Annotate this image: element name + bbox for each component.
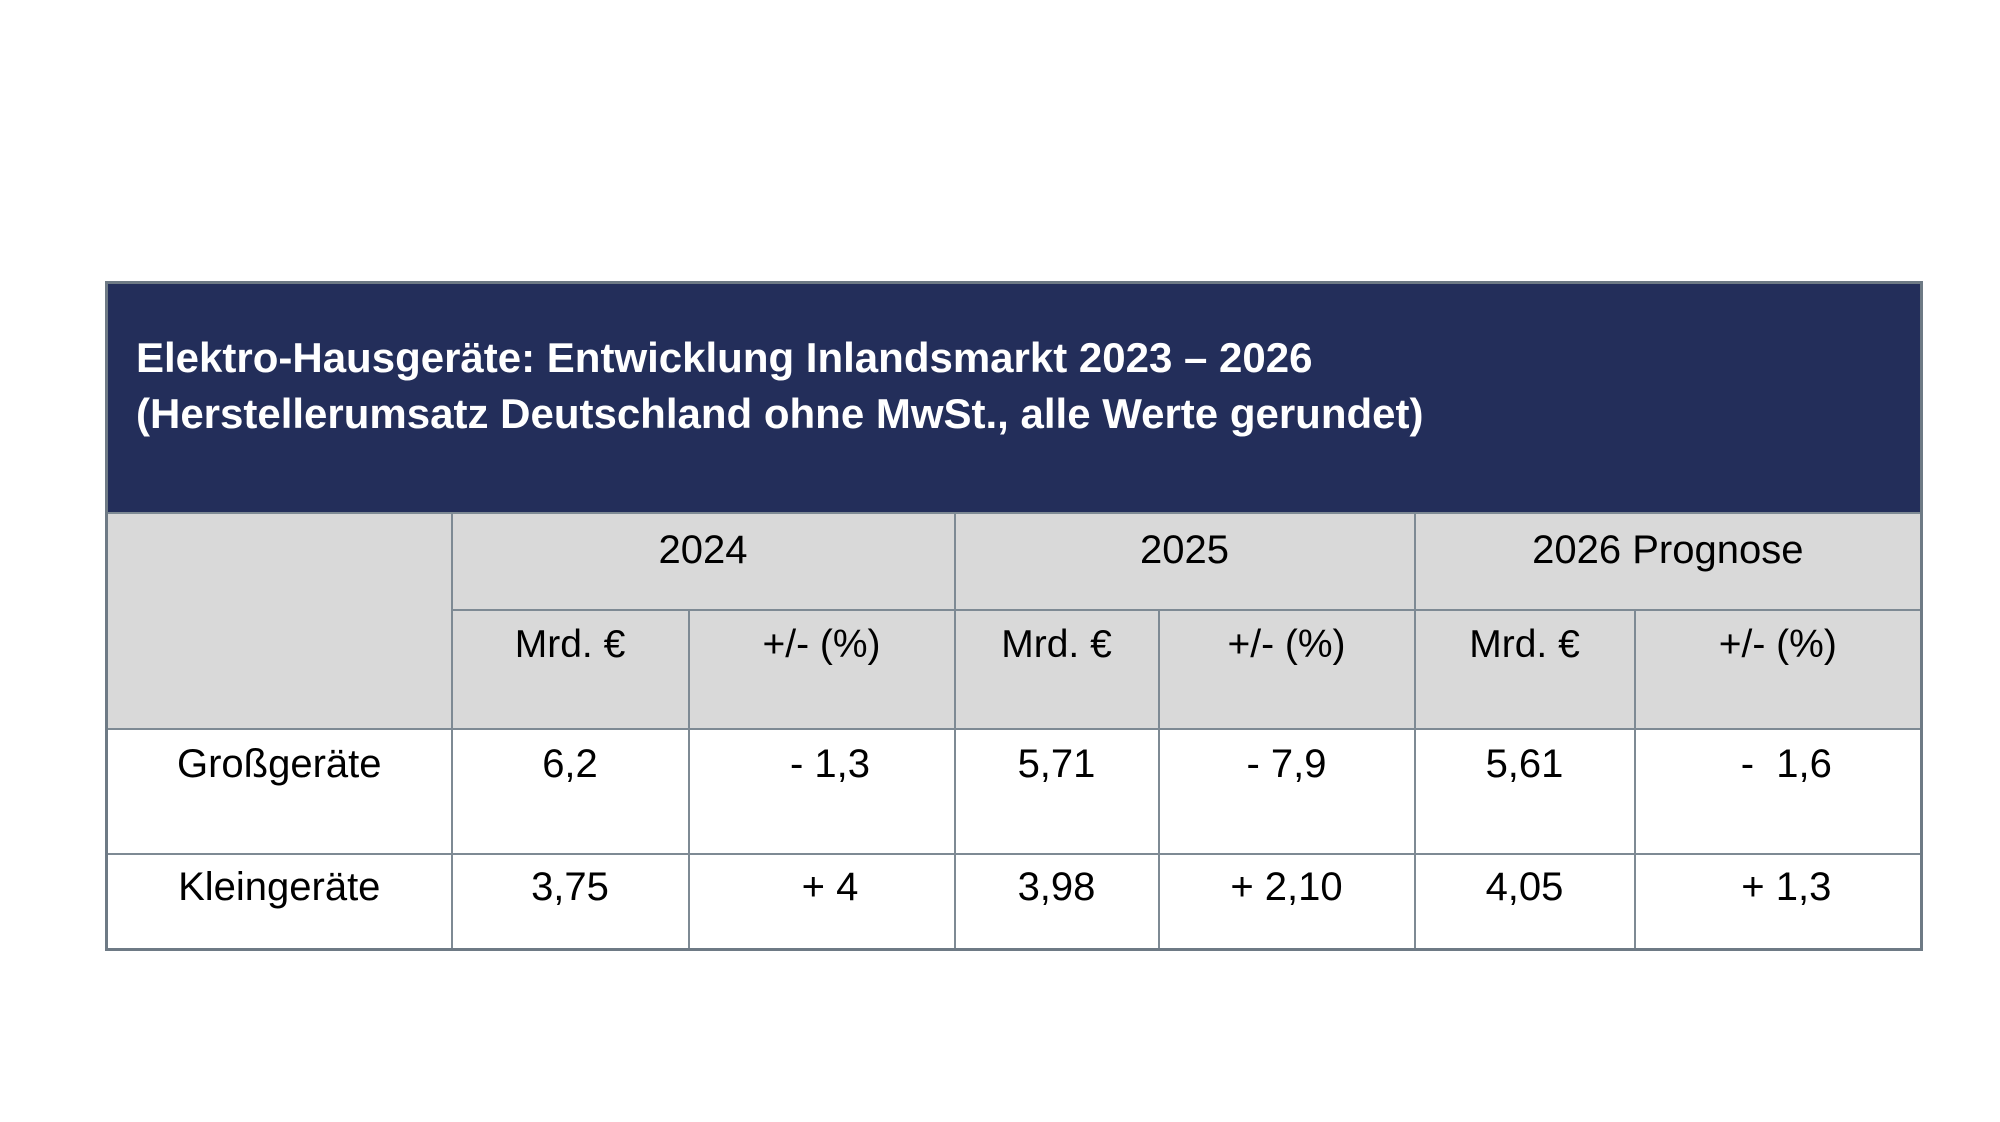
subheader-mrd-2025: Mrd. € bbox=[953, 609, 1160, 730]
cell-kleingeraete-2024-mrd: 3,75 bbox=[450, 853, 690, 951]
table-title-line2: (Herstellerumsatz Deutschland ohne MwSt.… bbox=[136, 390, 1424, 437]
year-header-2025: 2025 bbox=[953, 512, 1416, 611]
cell-grossgeraete-2024-mrd: 6,2 bbox=[450, 728, 690, 855]
subheader-pct-2025: +/- (%) bbox=[1157, 609, 1416, 730]
table-title-line1: Elektro-Hausgeräte: Entwicklung Inlandsm… bbox=[136, 334, 1313, 381]
row-label-grossgeraete: Großgeräte bbox=[105, 728, 453, 855]
table-row-grossgeraete: Großgeräte 6,2 - 1,3 5,71 - 7,9 5,61 - 1… bbox=[105, 728, 1923, 855]
year-header-2024: 2024 bbox=[450, 512, 956, 611]
cell-grossgeraete-2026-mrd: 5,61 bbox=[1413, 728, 1636, 855]
cell-kleingeraete-2025-pct: + 2,10 bbox=[1157, 853, 1416, 951]
table-row-kleingeraete: Kleingeräte 3,75 + 4 3,98 + 2,10 4,05 + … bbox=[105, 853, 1923, 951]
cell-grossgeraete-2025-mrd: 5,71 bbox=[953, 728, 1160, 855]
cell-kleingeraete-2026-mrd: 4,05 bbox=[1413, 853, 1636, 951]
cell-grossgeraete-2025-pct: - 7,9 bbox=[1157, 728, 1416, 855]
subheader-row: Mrd. € +/- (%) Mrd. € +/- (%) Mrd. € +/-… bbox=[107, 609, 1923, 730]
year-header-2026-prognose: 2026 Prognose bbox=[1413, 512, 1923, 611]
cell-kleingeraete-2024-pct: + 4 bbox=[687, 853, 956, 951]
year-header-row: 2024 2025 2026 Prognose bbox=[105, 512, 1923, 730]
table-title-bar: Elektro-Hausgeräte: Entwicklung Inlandsm… bbox=[105, 281, 1923, 514]
cell-kleingeraete-2025-mrd: 3,98 bbox=[953, 853, 1160, 951]
subheader-pct-2024: +/- (%) bbox=[687, 609, 956, 730]
market-table: Elektro-Hausgeräte: Entwicklung Inlandsm… bbox=[105, 281, 1924, 951]
subheader-pct-2026: +/- (%) bbox=[1633, 609, 1923, 730]
cell-kleingeraete-2026-pct: + 1,3 bbox=[1633, 853, 1923, 951]
subheader-mrd-2024: Mrd. € bbox=[450, 609, 690, 730]
row-label-kleingeraete: Kleingeräte bbox=[105, 853, 453, 951]
cell-grossgeraete-2026-pct: - 1,6 bbox=[1633, 728, 1923, 855]
cell-grossgeraete-2024-pct: - 1,3 bbox=[687, 728, 956, 855]
subheader-mrd-2026: Mrd. € bbox=[1413, 609, 1636, 730]
corner-cell bbox=[105, 512, 453, 730]
title-row: Elektro-Hausgeräte: Entwicklung Inlandsm… bbox=[105, 281, 1923, 514]
